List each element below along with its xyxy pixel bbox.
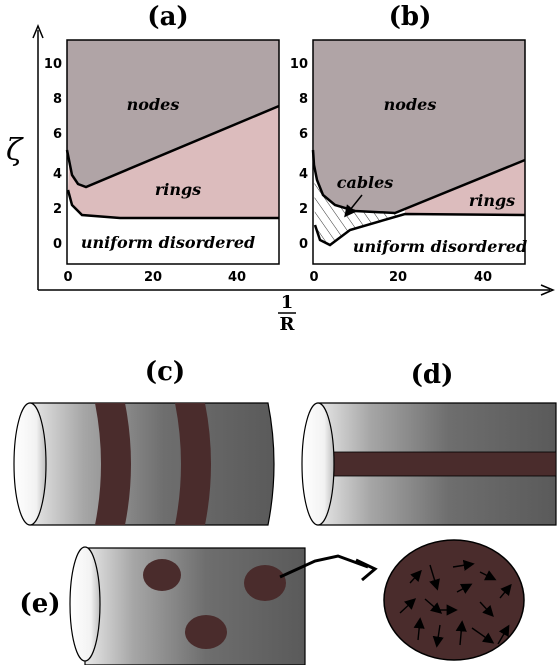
panel-b-lower-boundary — [313, 212, 526, 247]
y-tick-label: 10 — [44, 57, 62, 72]
panel-b-x-ticks: 0 20 40 — [309, 270, 492, 285]
x-tick-label: 20 — [144, 270, 162, 285]
cable-band — [327, 451, 557, 477]
node-patch — [244, 565, 286, 601]
x-tick-label: 20 — [389, 270, 407, 285]
ring-band — [95, 403, 131, 525]
panel-a-nodes-region — [67, 40, 279, 187]
y-tick-label: 0 — [53, 237, 62, 252]
x-axis-numerator: 1 — [281, 292, 294, 313]
node-patch — [143, 559, 181, 591]
ring-band — [175, 403, 211, 525]
y-tick-label: 2 — [53, 202, 62, 217]
panel-b-rings-label: rings — [469, 191, 515, 210]
x-tick-label: 40 — [228, 270, 246, 285]
panel-a-y-ticks: 0 2 4 6 8 10 — [44, 57, 62, 252]
panel-b-upper-boundary — [311, 149, 526, 215]
x-tick-label: 0 — [63, 270, 72, 285]
y-tick-label: 8 — [299, 92, 308, 107]
panel-a-rings-region — [68, 106, 279, 218]
cylinder-opening — [69, 546, 101, 662]
y-tick-label: 4 — [53, 167, 62, 182]
panel-e-label: (e) — [19, 589, 60, 619]
panel-b-plot — [311, 39, 526, 265]
y-tick-label: 10 — [290, 57, 308, 72]
panel-b-cables-region — [314, 165, 405, 245]
y-tick-label: 6 — [53, 127, 62, 142]
global-axes — [32, 24, 555, 296]
panel-b-nodes-region — [313, 40, 525, 213]
panel-a-nodes-label: nodes — [127, 95, 180, 114]
y-tick-label: 8 — [53, 92, 62, 107]
panel-b-nodes-label: nodes — [384, 95, 437, 114]
panel-a-lower-boundary — [66, 189, 279, 220]
panel-b-y-ticks: 0 2 4 6 8 10 — [290, 57, 308, 252]
panel-d-label: (d) — [411, 360, 454, 390]
panel-c-cylinder — [13, 402, 275, 526]
y-axis-symbol: ζ — [6, 133, 24, 168]
y-tick-label: 4 — [299, 167, 308, 182]
cylinder-opening — [301, 402, 335, 526]
x-tick-label: 40 — [474, 270, 492, 285]
panel-a-label: (a) — [147, 2, 188, 32]
panel-a-plot — [65, 39, 280, 265]
zoom-arrow — [279, 554, 369, 579]
panel-a-uniform-label: uniform disordered — [81, 233, 255, 252]
y-tick-label: 2 — [299, 202, 308, 217]
panel-b-uniform-label: uniform disordered — [353, 237, 527, 256]
panel-b-label: (b) — [389, 2, 432, 32]
panel-e-cylinder — [69, 546, 306, 665]
x-axis-denominator: R — [280, 314, 296, 335]
panel-b-cables-label: cables — [337, 173, 394, 192]
cables-pointer-arrow — [344, 194, 363, 218]
panel-c-label: (c) — [145, 357, 185, 387]
x-tick-label: 0 — [309, 270, 318, 285]
panel-d-cylinder — [301, 402, 557, 526]
panel-a-x-ticks: 0 20 40 — [63, 270, 246, 285]
panel-a-rings-label: rings — [155, 180, 201, 199]
y-tick-label: 6 — [299, 127, 308, 142]
y-tick-label: 0 — [299, 237, 308, 252]
cylinder-opening — [13, 402, 47, 526]
x-axis-fraction: 1 R — [278, 292, 296, 335]
panel-b-rings-region — [405, 160, 525, 215]
spin-arrow-group — [399, 559, 512, 648]
node-patch — [185, 615, 227, 649]
panel-a-upper-boundary — [65, 104, 280, 189]
node-zoom-disk — [383, 539, 525, 661]
